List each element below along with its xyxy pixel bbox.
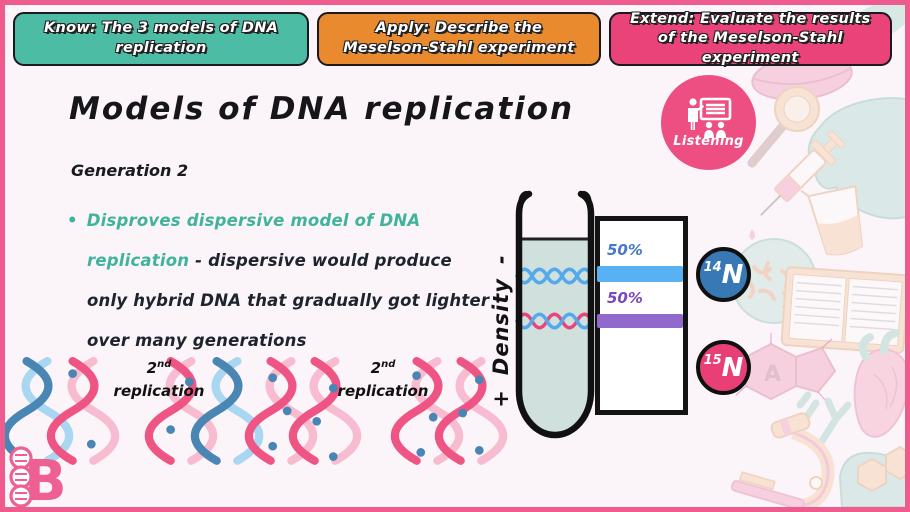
brand-logo: B (9, 446, 67, 507)
band-hybrid (597, 314, 683, 328)
badge-label: Listening (673, 133, 744, 149)
dna-helix (390, 357, 464, 465)
isotope-14n-symbol: N (721, 259, 744, 290)
beaker-icon (800, 185, 864, 256)
syringe-icon (749, 130, 846, 240)
bullet-paragraph: • Disproves dispersive model of DNA repli… (67, 201, 491, 361)
dna-helix (5, 357, 74, 465)
science-decor-strip: A (730, 5, 905, 507)
band-14n-percentage: 50% (607, 241, 643, 259)
adenine-molecule-icon: A (733, 333, 837, 402)
magnifier-icon (747, 86, 820, 168)
dna-band-squiggle-hybrid (515, 312, 594, 330)
isotope-14n-mass: 14 (703, 260, 722, 275)
listening-badge: Listening (661, 75, 756, 170)
isotope-14n: 14 N (696, 247, 751, 302)
honeycomb-icon (838, 445, 905, 507)
dna-helix (288, 357, 362, 465)
glove-icon (807, 97, 905, 220)
replication-label: 2nd replication (113, 359, 205, 401)
microscope-icon (730, 412, 835, 507)
objective-extend: Extend: Evaluate the results of the Mese… (608, 11, 892, 66)
generation-subtitle: Generation 2 (71, 161, 189, 180)
band-hybrid-percentage: 50% (607, 289, 643, 307)
isotope-15n: 15 N (696, 340, 751, 395)
dna-band-squiggle-blue (515, 267, 594, 285)
adenine-label: A (764, 362, 781, 387)
petri-dish-icon (731, 238, 817, 324)
objective-apply: Apply: Describe the Meselson-Stahl exper… (317, 12, 601, 66)
bullet-rest-text: - dispersive would produce only hybrid D… (87, 250, 490, 350)
dna-helix (434, 357, 508, 465)
replication-label: 2nd replication (337, 359, 429, 401)
isotope-15n-symbol: N (721, 352, 744, 383)
bullet-marker: • (67, 211, 78, 230)
antibody-icon (796, 391, 852, 445)
bullet-highlight-text: Disproves dispersive model of DNA replic… (86, 211, 421, 270)
objective-know: Know: The 3 models of DNA replication (13, 12, 310, 66)
heart-icon (853, 329, 905, 438)
dna-helix (244, 357, 318, 465)
isotope-15n-mass: 15 (703, 353, 722, 368)
band-14n (597, 266, 683, 282)
page-title: Models of DNA replication (69, 91, 575, 127)
notebook-icon (780, 266, 905, 354)
dna-helix (144, 357, 218, 465)
dna-helix (46, 357, 120, 465)
objectives-row: Know: The 3 models of DNA replication Ap… (13, 11, 892, 66)
presenter-board-icon (687, 97, 731, 138)
test-tube (515, 190, 595, 439)
